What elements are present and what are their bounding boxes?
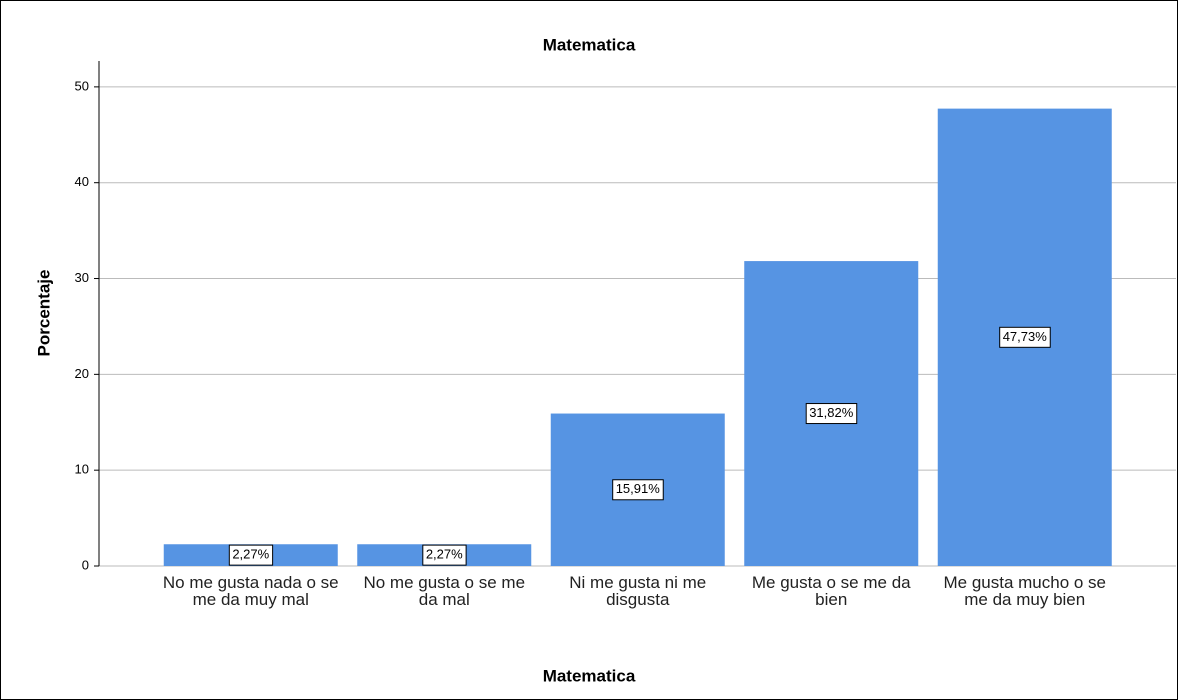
y-tick-label: 40 (75, 174, 89, 189)
y-tick-label: 20 (75, 366, 89, 381)
value-label-box (805, 403, 858, 425)
x-tick-label: Me gusta mucho o se me da muy bien (943, 573, 1107, 609)
value-label: 47,73% (1003, 329, 1048, 344)
value-label-box (999, 326, 1051, 348)
value-label: 2,27% (426, 547, 463, 562)
x-tick-label: No me gusta nada o se me da muy mal (162, 573, 339, 609)
y-tick-label: 10 (75, 462, 89, 477)
y-tick-label: 50 (75, 78, 89, 93)
x-axis-title: Matematica (543, 666, 636, 685)
y-tick-label: 0 (82, 557, 89, 572)
value-label: 31,82% (809, 405, 854, 420)
value-label-box (612, 479, 664, 501)
value-label-box (228, 544, 274, 566)
chart-title: Matematica (543, 35, 636, 54)
value-label: 2,27% (232, 547, 269, 562)
value-label-box (422, 544, 467, 566)
value-label: 15,91% (616, 481, 661, 496)
x-tick-label: Ni me gusta ni me disgusta (569, 573, 707, 609)
x-tick-label: No me gusta o se me da mal (363, 573, 526, 609)
y-tick-label: 30 (75, 270, 89, 285)
y-axis-title: Porcentaje (34, 270, 53, 357)
x-tick-label: Me gusta o se me da bien (751, 573, 911, 609)
